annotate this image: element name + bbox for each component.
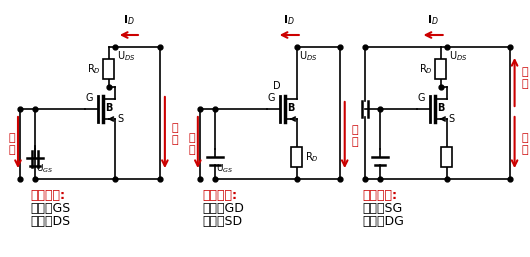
- Text: 输
出: 输 出: [172, 123, 179, 145]
- Text: U$_{DS}$: U$_{DS}$: [448, 49, 467, 63]
- Text: 输
入: 输 入: [8, 133, 15, 155]
- Text: 共栅组态:: 共栅组态:: [363, 189, 398, 202]
- Text: R$_D$: R$_D$: [305, 150, 319, 164]
- Bar: [435, 59, 446, 79]
- Text: I$_D$: I$_D$: [123, 13, 135, 27]
- Text: 输
入: 输 入: [522, 133, 528, 155]
- Text: 输入：SG: 输入：SG: [363, 202, 403, 215]
- Text: G: G: [268, 93, 275, 103]
- Text: U$_{GS}$: U$_{GS}$: [36, 162, 54, 175]
- Text: B: B: [105, 103, 112, 113]
- Text: U$_{DS}$: U$_{DS}$: [117, 49, 136, 63]
- Text: 输入：GD: 输入：GD: [203, 202, 245, 215]
- Text: B: B: [287, 103, 294, 113]
- Text: R$_D$: R$_D$: [87, 62, 101, 76]
- Text: 共漏组态:: 共漏组态:: [203, 189, 238, 202]
- Text: S: S: [117, 114, 123, 124]
- Text: G: G: [86, 93, 93, 103]
- Text: D: D: [273, 81, 281, 91]
- Text: 输出：DS: 输出：DS: [30, 215, 70, 228]
- Text: U$_{GS}$: U$_{GS}$: [216, 162, 233, 175]
- Bar: [103, 59, 114, 79]
- Text: U$_{DS}$: U$_{DS}$: [299, 49, 317, 63]
- Text: R$_D$: R$_D$: [419, 62, 432, 76]
- Text: G: G: [418, 93, 425, 103]
- Text: 输出：SD: 输出：SD: [203, 215, 243, 228]
- Text: 输
出: 输 出: [522, 67, 528, 89]
- Text: 共源组态:: 共源组态:: [30, 189, 65, 202]
- Text: I$_D$: I$_D$: [427, 13, 438, 27]
- Text: I$_D$: I$_D$: [283, 13, 295, 27]
- Text: 输入：GS: 输入：GS: [30, 202, 70, 215]
- Text: 输出：DG: 输出：DG: [363, 215, 404, 228]
- Text: S: S: [448, 114, 455, 124]
- Text: 输
出: 输 出: [352, 125, 358, 147]
- Bar: [292, 147, 302, 167]
- Text: B: B: [437, 103, 444, 113]
- Bar: [441, 147, 452, 167]
- Text: 输
入: 输 入: [188, 133, 195, 155]
